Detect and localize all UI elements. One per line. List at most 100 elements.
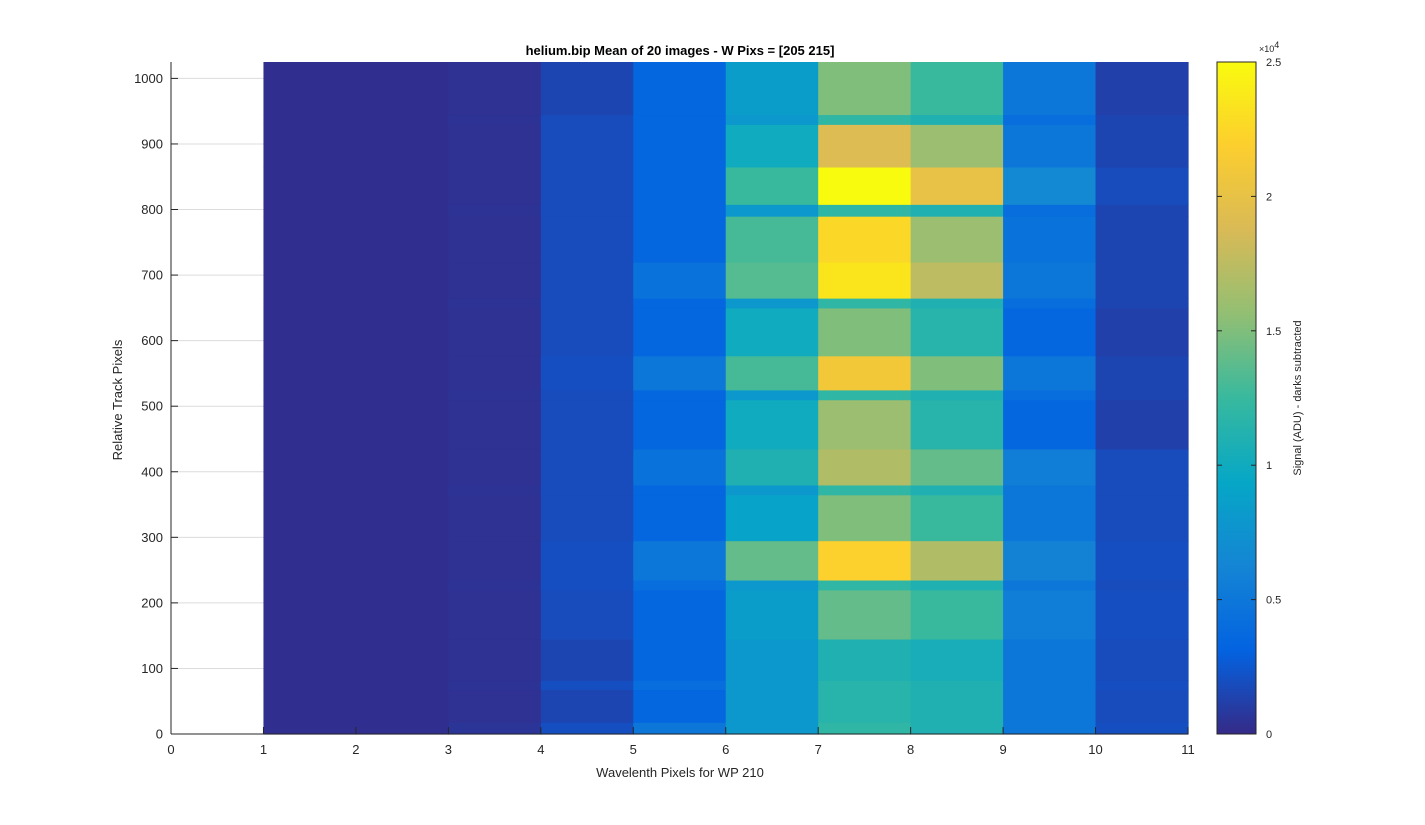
heatmap-cell (540, 589, 634, 640)
heatmap-cell (448, 389, 542, 401)
colorbar-tick-label: 1 (1266, 460, 1272, 472)
heatmap-cell (818, 298, 912, 309)
heatmap-cell (725, 204, 819, 217)
y-tick-label: 900 (141, 136, 163, 151)
heatmap-cell (355, 261, 449, 299)
heatmap-cell (633, 540, 727, 581)
y-axis-ticks: 0 100 200 300 400 500 600 700 800 900 1000 (134, 71, 178, 742)
heatmap-cell (448, 689, 542, 723)
heatmap-cell (725, 166, 819, 205)
colorbar-tick-label: 2 (1266, 191, 1272, 203)
heatmap-cell (910, 722, 1004, 735)
y-tick-label: 100 (141, 661, 163, 676)
heatmap-cell (725, 722, 819, 735)
heatmap-cell (263, 307, 357, 357)
y-tick-label: 400 (141, 464, 163, 479)
heatmap-cell (725, 298, 819, 309)
heatmap-cell (1095, 124, 1189, 168)
heatmap-cell (448, 680, 542, 691)
heatmap-cell (1003, 124, 1097, 168)
heatmap-cell (1095, 166, 1189, 205)
heatmap-cell (818, 389, 912, 401)
heatmap-cell (910, 298, 1004, 309)
heatmap-cell (910, 62, 1004, 116)
heatmap-cell (725, 638, 819, 681)
heatmap-cell (1095, 216, 1189, 263)
heatmap-cell (1095, 355, 1189, 391)
plot-area: 0 1 2 3 4 5 6 7 8 9 10 11 0 100 200 300 400 500 600 700 800… (134, 62, 1195, 757)
heatmap-cell (818, 689, 912, 723)
heatmap-cell (263, 62, 357, 116)
x-tick-label: 8 (907, 742, 914, 757)
heatmap-cell (910, 589, 1004, 640)
heatmap-cell (818, 638, 912, 681)
heatmap-cell (633, 216, 727, 263)
heatmap-cell (633, 355, 727, 391)
heatmap-cell (263, 399, 357, 450)
x-tick-label: 5 (630, 742, 637, 757)
heatmap-cell (540, 62, 634, 116)
heatmap-cell (263, 680, 357, 691)
heatmap-cell (263, 722, 357, 735)
heatmap-cell (540, 307, 634, 357)
heatmap-cell (1003, 114, 1097, 125)
heatmap-cell (263, 689, 357, 723)
heatmap-cell (910, 355, 1004, 391)
heatmap-cell (910, 680, 1004, 691)
heatmap-cell (355, 355, 449, 391)
heatmap-cell (263, 114, 357, 125)
heatmap-cell (263, 166, 357, 205)
heatmap-cell (448, 355, 542, 391)
heatmap-cell (263, 124, 357, 168)
y-tick-label: 500 (141, 399, 163, 414)
heatmap-cell (633, 494, 727, 542)
heatmap-cell (355, 589, 449, 640)
y-tick-label: 0 (156, 727, 163, 742)
heatmap-cell (633, 389, 727, 401)
heatmap-cell (355, 62, 449, 116)
heatmap-cell (910, 540, 1004, 581)
heatmap-cell (448, 298, 542, 309)
heatmap-cell (1003, 448, 1097, 486)
heatmap-cell (1003, 494, 1097, 542)
heatmap-cell (1095, 722, 1189, 735)
heatmap-cell (633, 722, 727, 735)
heatmap-cell (355, 166, 449, 205)
heatmap-cell (725, 261, 819, 299)
y-tick-label: 800 (141, 202, 163, 217)
heatmap-cell (263, 484, 357, 496)
heatmap-cell (633, 261, 727, 299)
y-tick-label: 1000 (134, 71, 163, 86)
colorbar-tick-label: 1.5 (1266, 326, 1281, 338)
heatmap-cell (1095, 494, 1189, 542)
heatmap-cell (263, 355, 357, 391)
heatmap-cell (1095, 689, 1189, 723)
heatmap-cell (540, 355, 634, 391)
heatmap-cell (355, 204, 449, 217)
heatmap-cell (725, 540, 819, 581)
heatmap-cell (725, 216, 819, 263)
heatmap-cell (448, 124, 542, 168)
heatmap-cell (448, 448, 542, 486)
heatmap-cell (448, 540, 542, 581)
heatmap-cell (540, 689, 634, 723)
x-tick-label: 7 (815, 742, 822, 757)
heatmap-cell (448, 307, 542, 357)
heatmap-cell (818, 166, 912, 205)
heatmap-cell (633, 114, 727, 125)
heatmap-cell (633, 689, 727, 723)
heatmap-cell (725, 114, 819, 125)
heatmap-cell (1003, 680, 1097, 691)
heatmap-cell (818, 62, 912, 116)
heatmap-cell (1003, 355, 1097, 391)
heatmap-cell (818, 216, 912, 263)
heatmap-cell (540, 114, 634, 125)
heatmap-cell (540, 389, 634, 401)
y-axis-label: Relative Track Pixels (110, 339, 125, 460)
heatmap-cell (725, 389, 819, 401)
chart-title: helium.bip Mean of 20 images - W Pixs = … (526, 43, 835, 58)
heatmap-cell (1095, 62, 1189, 116)
heatmap-cell (1003, 204, 1097, 217)
heatmap-cell (725, 355, 819, 391)
heatmap-cell (540, 638, 634, 681)
